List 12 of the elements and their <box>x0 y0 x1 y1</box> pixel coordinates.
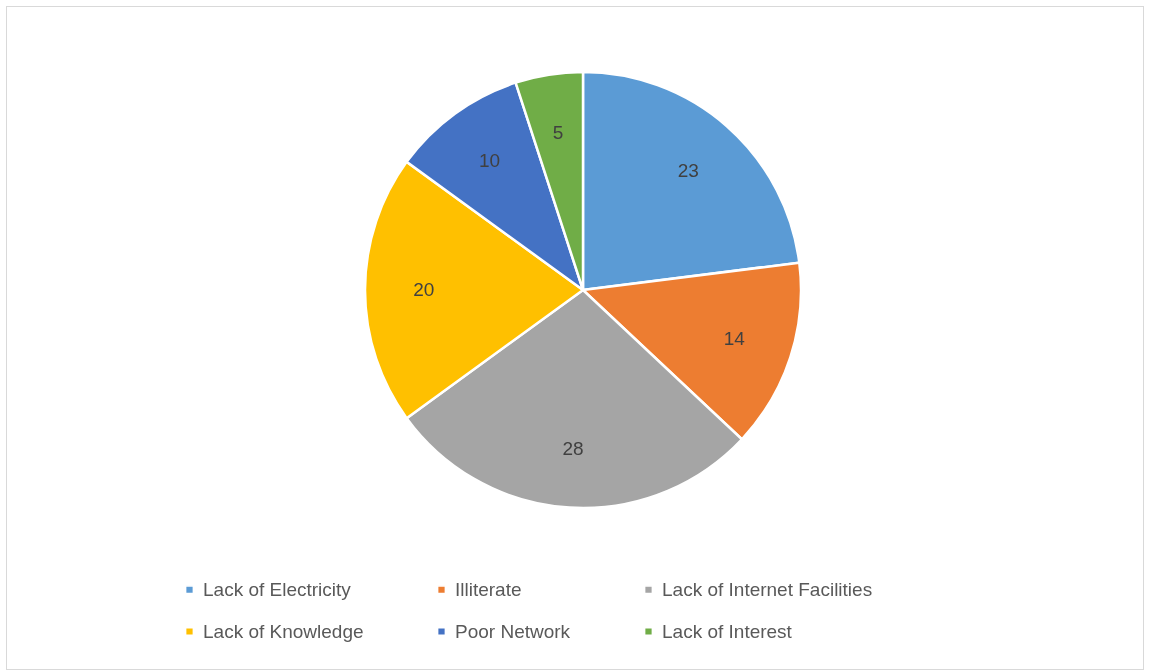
data-label: 10 <box>478 150 501 172</box>
legend-label: Lack of Knowledge <box>203 620 364 642</box>
data-label: 20 <box>413 279 435 300</box>
legend-label: Lack of Electricity <box>203 578 352 600</box>
data-label: 23 <box>677 159 699 181</box>
legend-label: Lack of Internet Facilities <box>662 578 873 600</box>
legend-label: Illiterate <box>455 578 522 600</box>
legend-label: Poor Network <box>455 620 571 642</box>
data-label: 5 <box>552 121 564 143</box>
data-label: 14 <box>723 328 746 350</box>
data-label: 28 <box>562 437 584 459</box>
legend-label: Lack of Interest <box>662 620 793 642</box>
